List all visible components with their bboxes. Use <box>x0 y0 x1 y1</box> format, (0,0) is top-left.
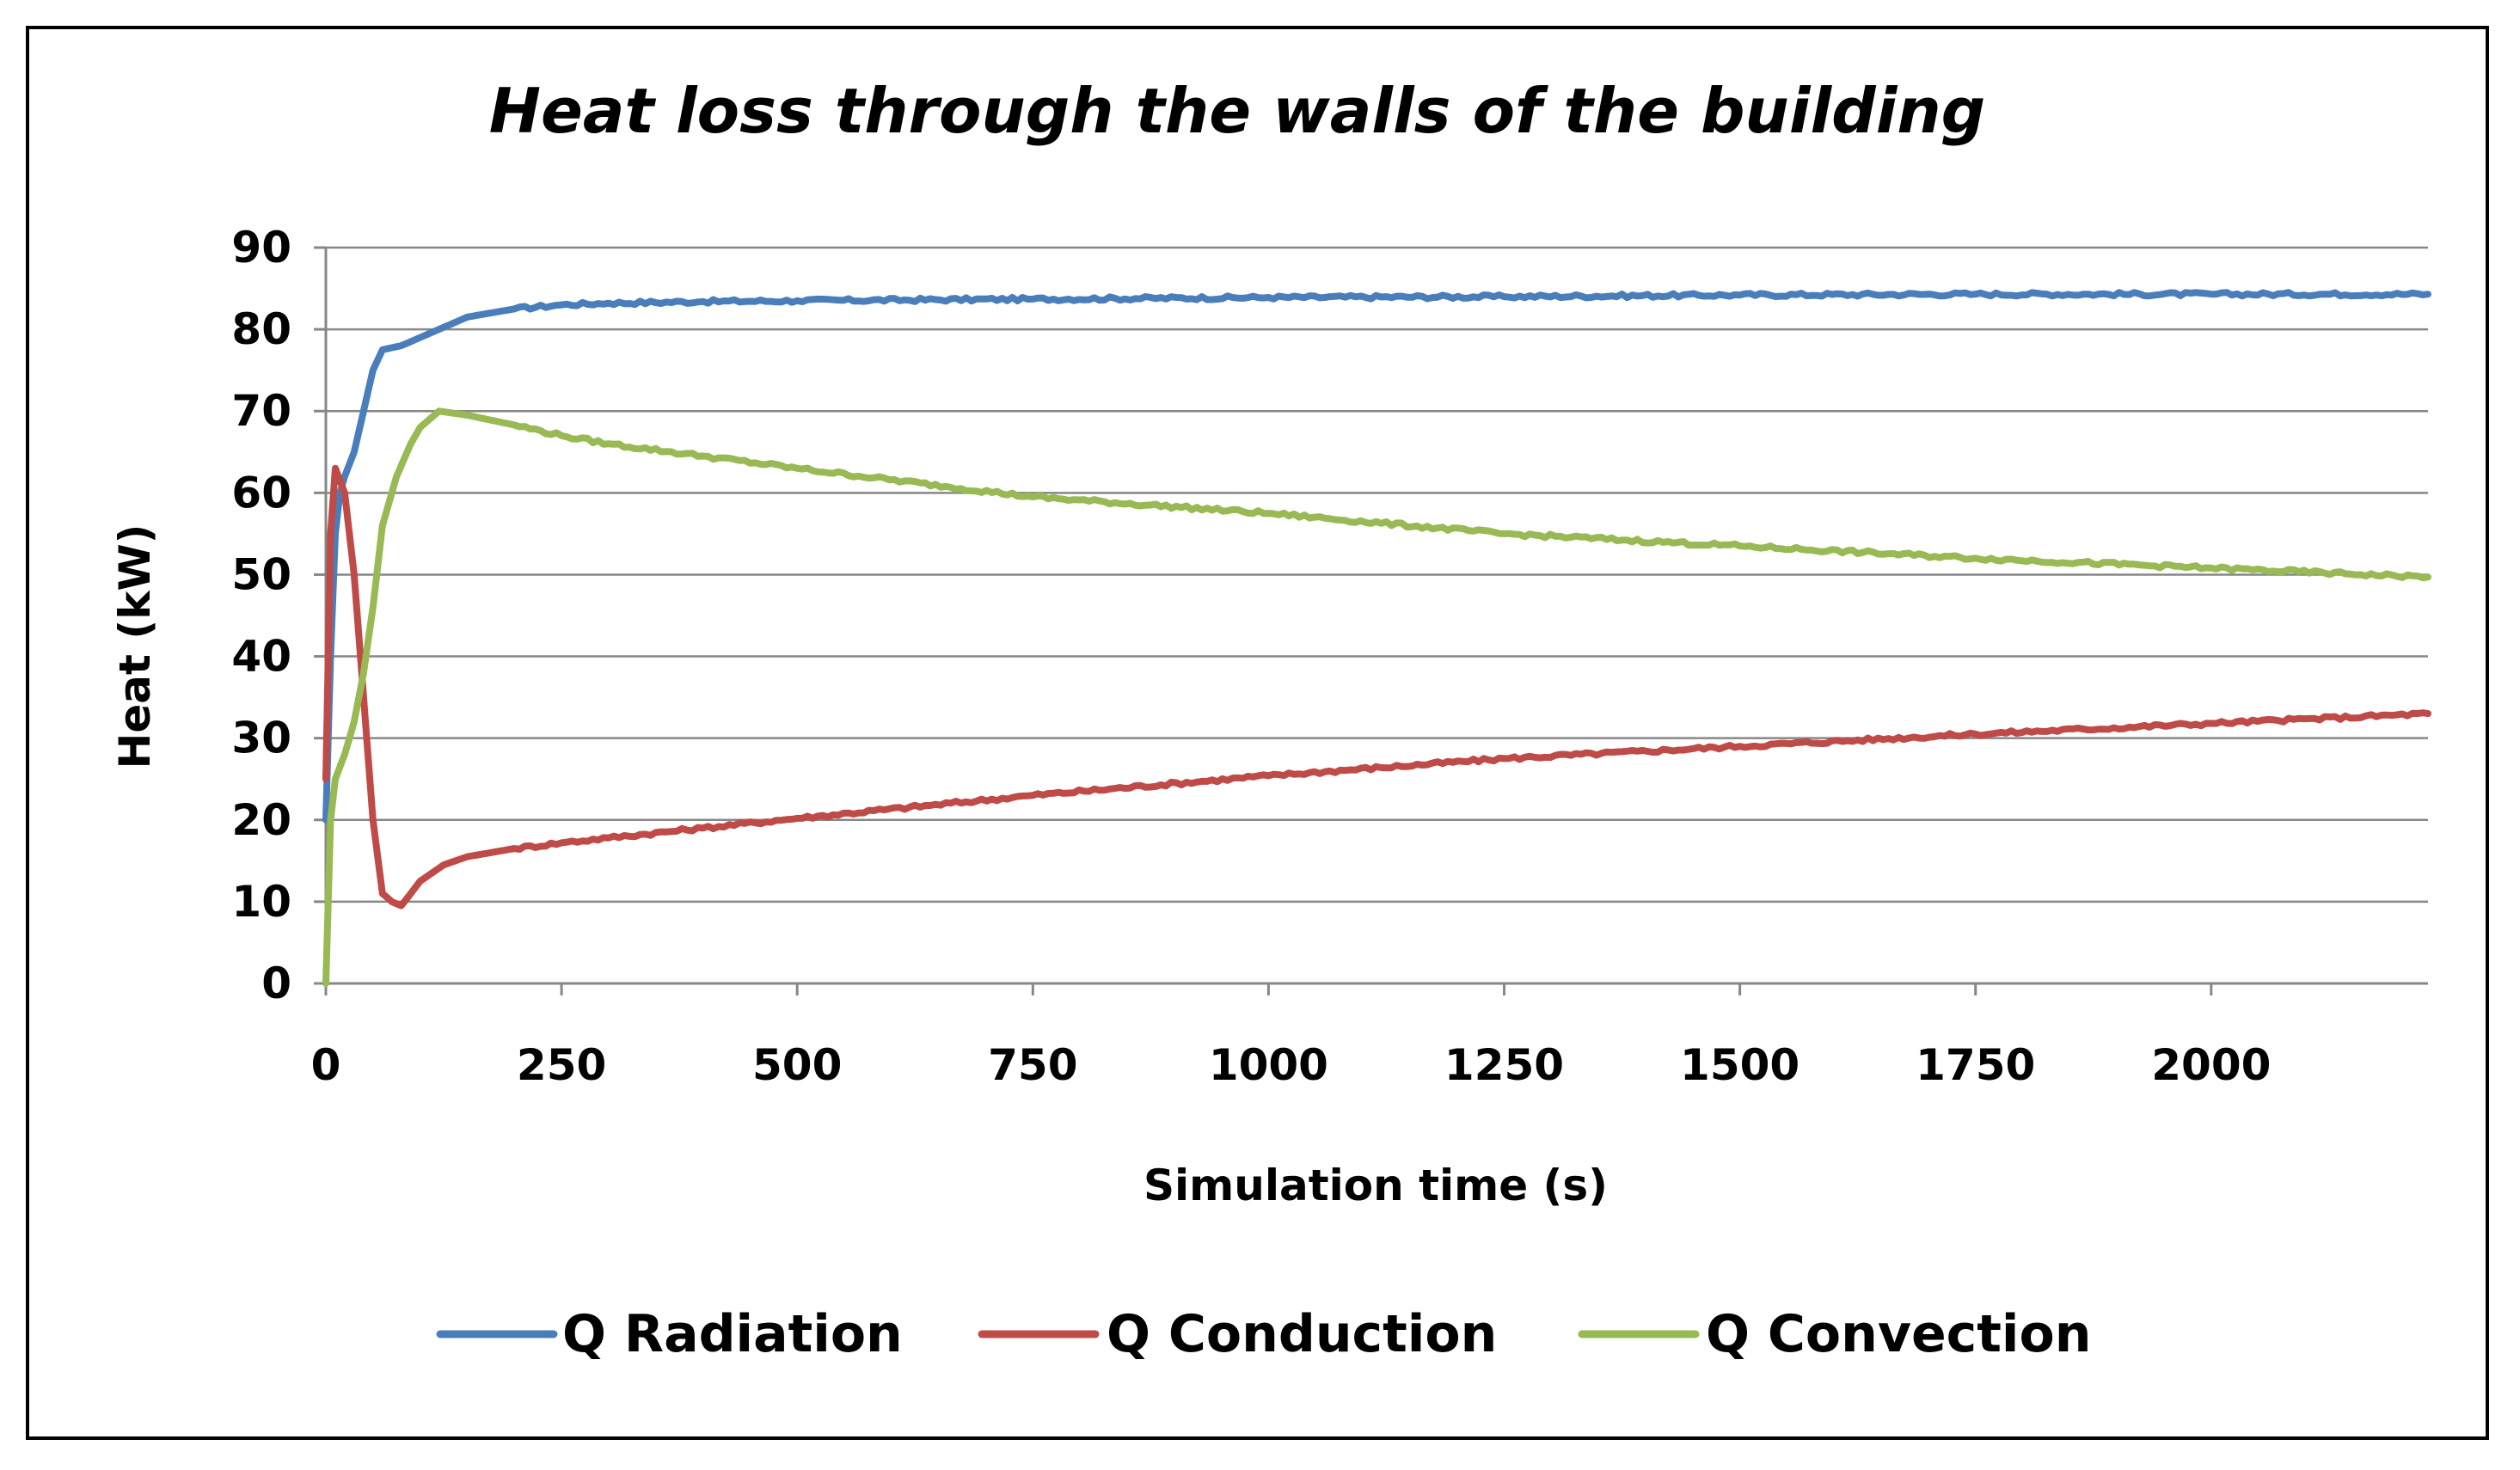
x-tick-label-500: 500 <box>752 1040 842 1090</box>
x-tick-label-2000: 2000 <box>2151 1040 2271 1090</box>
x-tick-label-1500: 1500 <box>1680 1040 1800 1090</box>
series-line-q-radiation <box>322 289 2431 824</box>
y-tick-label-20: 20 <box>231 795 291 845</box>
legend-label-q-convection: Q Convection <box>1706 1304 2091 1364</box>
x-tick-label-0: 0 <box>311 1040 341 1090</box>
chart-title: Heat loss through the walls of the build… <box>489 75 1985 147</box>
grid-layer <box>314 246 2428 995</box>
y-tick-labels: 0 10 20 30 40 50 60 70 80 90 <box>231 223 291 1008</box>
y-axis-label: Heat (kW) <box>110 524 160 769</box>
legend-label-q-radiation: Q Radiation <box>562 1304 903 1364</box>
legend-label-q-conduction: Q Conduction <box>1107 1304 1497 1364</box>
y-tick-label-90: 90 <box>231 223 291 273</box>
y-tick-label-0: 0 <box>261 959 291 1008</box>
series-line-q-conduction <box>322 464 2431 910</box>
x-tick-label-250: 250 <box>517 1040 606 1090</box>
y-tick-label-80: 80 <box>231 304 291 354</box>
x-tick-labels: 0 250 500 750 1000 1250 1500 1750 2000 <box>311 1040 2272 1090</box>
y-tick-label-60: 60 <box>231 468 291 518</box>
y-tick-label-10: 10 <box>231 877 291 927</box>
chart-frame: Heat loss through the walls of the build… <box>26 26 2489 1440</box>
x-tick-label-750: 750 <box>988 1040 1077 1090</box>
y-tick-label-40: 40 <box>231 632 291 682</box>
x-tick-label-1250: 1250 <box>1444 1040 1564 1090</box>
x-tick-label-1000: 1000 <box>1209 1040 1328 1090</box>
series-line-q-convection <box>322 407 2431 987</box>
x-tick-label-1750: 1750 <box>1916 1040 2035 1090</box>
y-tick-label-50: 50 <box>231 549 291 599</box>
y-tick-label-30: 30 <box>231 714 291 763</box>
series-layer <box>322 289 2431 987</box>
legend: Q Radiation Q Conduction Q Convection <box>436 1304 2091 1364</box>
chart-svg: Heat loss through the walls of the build… <box>110 75 2431 1364</box>
y-tick-label-70: 70 <box>231 386 291 436</box>
x-axis-label: Simulation time (s) <box>1144 1161 1608 1210</box>
